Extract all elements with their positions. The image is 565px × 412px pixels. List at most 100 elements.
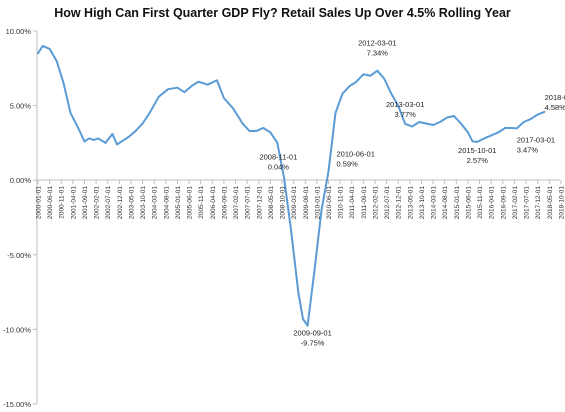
- x-tick-label: 2017-07-01: [524, 186, 531, 220]
- x-tick-label: 2004-08-01: [163, 186, 170, 220]
- series-group: [37, 44, 546, 327]
- data-point: [269, 131, 272, 134]
- data-point: [97, 137, 100, 140]
- annotation-date-label: 2010-06-01: [337, 149, 375, 158]
- data-point: [276, 142, 279, 144]
- x-tick-label: 2014-03-01: [431, 186, 438, 220]
- data-point: [69, 112, 72, 114]
- data-point: [297, 291, 300, 293]
- data-point: [327, 170, 330, 173]
- data-point: [376, 69, 379, 72]
- data-point: [504, 127, 507, 129]
- annotation-value-label: -9.75%: [301, 339, 325, 348]
- x-tick-label: 2010-01-01: [314, 186, 321, 220]
- data-point: [511, 127, 513, 129]
- x-tick-label: 2004-03-01: [152, 186, 159, 220]
- annotation-value-label: 3.77%: [395, 110, 417, 119]
- x-tick-label: 2012-12-01: [396, 186, 403, 220]
- annotation-value-label: 4.58%: [545, 103, 565, 112]
- x-tick-label: 2000-01-01: [36, 186, 43, 220]
- x-tick-label: 2007-12-01: [256, 186, 263, 220]
- data-point: [290, 231, 293, 234]
- data-point: [167, 88, 170, 91]
- data-point: [116, 143, 118, 146]
- x-tick-label: 2002-02-01: [94, 186, 101, 220]
- x-tick-label: 2002-07-01: [105, 186, 112, 220]
- x-tick-label: 2016-04-01: [489, 186, 496, 220]
- x-tick-label: 2003-10-01: [140, 186, 147, 220]
- data-point: [522, 121, 525, 123]
- data-point: [320, 209, 323, 211]
- data-point: [190, 85, 193, 88]
- data-point: [216, 79, 218, 82]
- data-point: [341, 92, 344, 95]
- x-tick-label: 2010-06-01: [326, 186, 333, 220]
- data-point: [88, 137, 91, 140]
- data-point: [48, 48, 51, 50]
- data-point: [62, 82, 65, 85]
- data-point: [418, 121, 421, 123]
- annotation-value-label: 2.57%: [467, 156, 489, 165]
- data-point: [76, 125, 79, 128]
- x-tick-label: 2005-11-01: [198, 186, 205, 219]
- x-tick-label: 2006-04-01: [210, 186, 217, 220]
- x-tick-label: 2011-09-01: [361, 186, 368, 219]
- data-point: [262, 127, 265, 129]
- data-point: [411, 125, 414, 128]
- data-point: [197, 80, 200, 83]
- data-point: [127, 136, 130, 138]
- data-point: [104, 142, 107, 144]
- data-point: [497, 131, 500, 134]
- x-tick-label: 2007-07-01: [245, 186, 252, 220]
- data-point: [348, 85, 351, 88]
- annotation-date-label: 2012-03-01: [358, 39, 396, 48]
- annotation-date-label: 2018-03-01: [545, 93, 565, 102]
- annotation-date-label: 2013-03-01: [386, 100, 424, 109]
- x-tick-label: 2009-08-01: [303, 186, 310, 220]
- data-point: [467, 131, 469, 134]
- data-point: [476, 140, 479, 143]
- x-tick-label: 2008-05-01: [268, 186, 275, 220]
- annotation-value-label: 7.34%: [367, 49, 389, 58]
- data-point: [283, 178, 286, 181]
- data-point: [432, 124, 434, 126]
- data-point: [543, 110, 546, 113]
- x-tick-label: 2018-05-01: [547, 186, 554, 220]
- data-point: [306, 324, 309, 327]
- x-tick-label: 2006-09-01: [221, 186, 228, 220]
- data-point: [439, 121, 441, 123]
- data-point: [120, 140, 123, 143]
- annotation-date-label: 2009-09-01: [293, 329, 331, 338]
- data-point: [134, 130, 137, 132]
- data-point: [460, 122, 462, 125]
- data-point: [183, 91, 186, 94]
- x-tick-label: 2017-02-01: [512, 186, 519, 220]
- data-point: [390, 92, 393, 95]
- data-point: [453, 115, 455, 117]
- data-point: [37, 52, 39, 55]
- x-tick-label: 2008-10-01: [280, 186, 287, 220]
- x-tick-label: 2013-10-01: [419, 186, 426, 220]
- data-point: [55, 59, 58, 62]
- annotation-date-label: 2017-03-01: [517, 135, 555, 144]
- data-point: [241, 122, 244, 125]
- x-tick-label: 2000-06-01: [47, 186, 54, 220]
- data-point: [362, 73, 365, 76]
- annotation-date-label: 2015-10-01: [458, 146, 496, 155]
- annotation-value-label: 0.04%: [268, 163, 290, 172]
- y-tick-label: 10.00%: [6, 27, 32, 36]
- x-tick-label: 2005-06-01: [187, 186, 194, 220]
- data-point: [141, 122, 144, 125]
- x-tick-label: 2009-03-01: [291, 186, 298, 220]
- chart-title: How High Can First Quarter GDP Fly? Reta…: [54, 6, 511, 20]
- data-point: [148, 112, 151, 114]
- x-tick-label: 2015-01-01: [454, 186, 461, 220]
- x-tick-label: 2000-11-01: [59, 186, 66, 219]
- y-tick-label: -5.00%: [7, 251, 31, 260]
- data-point: [206, 83, 209, 86]
- data-point: [425, 122, 428, 125]
- x-tick-label: 2013-05-01: [407, 186, 414, 220]
- data-point: [334, 112, 337, 114]
